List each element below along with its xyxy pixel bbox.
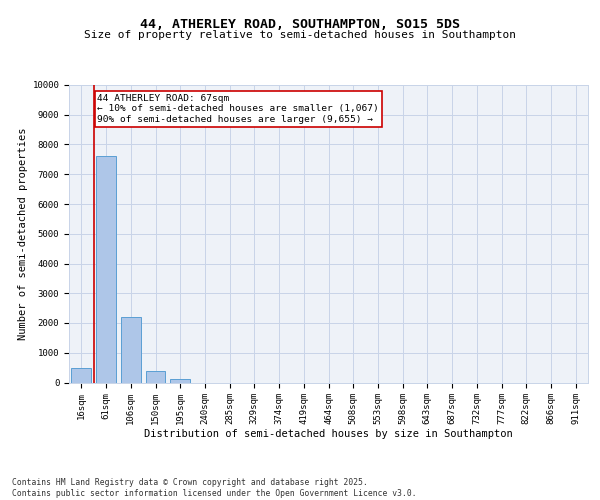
Text: 44, ATHERLEY ROAD, SOUTHAMPTON, SO15 5DS: 44, ATHERLEY ROAD, SOUTHAMPTON, SO15 5DS <box>140 18 460 30</box>
Bar <box>96 156 116 382</box>
Bar <box>170 378 190 382</box>
Y-axis label: Number of semi-detached properties: Number of semi-detached properties <box>18 128 28 340</box>
Text: Size of property relative to semi-detached houses in Southampton: Size of property relative to semi-detach… <box>84 30 516 40</box>
Text: Contains HM Land Registry data © Crown copyright and database right 2025.
Contai: Contains HM Land Registry data © Crown c… <box>12 478 416 498</box>
X-axis label: Distribution of semi-detached houses by size in Southampton: Distribution of semi-detached houses by … <box>144 428 513 438</box>
Bar <box>146 371 166 382</box>
Bar <box>71 368 91 382</box>
Bar <box>121 317 140 382</box>
Text: 44 ATHERLEY ROAD: 67sqm
← 10% of semi-detached houses are smaller (1,067)
90% of: 44 ATHERLEY ROAD: 67sqm ← 10% of semi-de… <box>97 94 379 124</box>
